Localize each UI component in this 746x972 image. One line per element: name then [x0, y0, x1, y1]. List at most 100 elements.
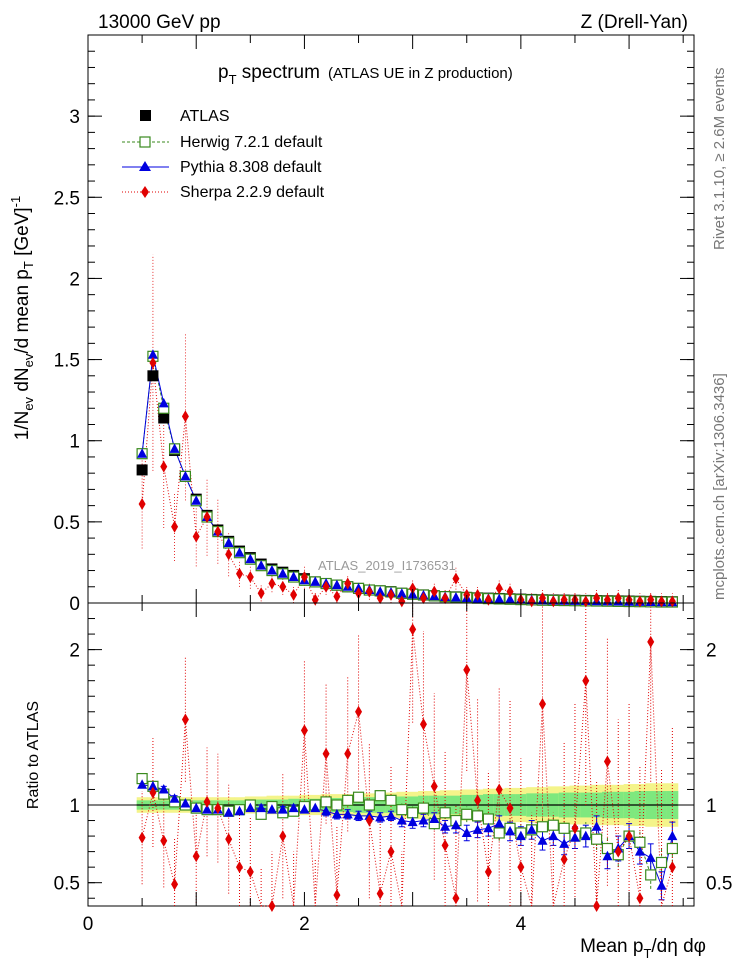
ratio-pythia-marker	[256, 802, 267, 813]
ratio-sherpa-marker	[333, 889, 341, 902]
ratio-plot-series	[136, 603, 678, 912]
sherpa-marker	[495, 582, 503, 595]
legend-marker-herwig	[139, 136, 151, 148]
sherpa-marker	[636, 595, 644, 608]
atlas-marker	[136, 464, 148, 476]
ratio-sherpa-marker	[409, 623, 417, 636]
sherpa-marker	[582, 595, 590, 608]
main-y-tick-label: 2	[69, 269, 80, 290]
ratio-pythia-marker	[191, 802, 202, 813]
ratio-pythia-marker	[375, 811, 386, 822]
sherpa-marker	[668, 595, 676, 608]
ratio-sherpa-marker	[279, 830, 287, 843]
ratio-pythia-marker	[591, 821, 602, 831]
ratio-herwig-marker	[439, 807, 451, 819]
ratio-herwig-marker	[558, 822, 570, 834]
analysis-watermark: ATLAS_2019_I1736531	[318, 558, 456, 573]
pythia-marker	[310, 576, 321, 586]
ratio-pythia-marker	[158, 783, 169, 794]
sherpa-marker	[344, 577, 352, 590]
ratio-sherpa-marker	[236, 861, 243, 874]
ratio-pythia-marker	[147, 780, 158, 791]
ratio-plot-panel: 0.5 0.5 1 1 2 2 0 2 4 Ratio to ATLAS Mean pT/dη…	[25, 35, 732, 961]
legend: ATLAS Herwig 7.2.1 default Pythia 8.308 …	[122, 108, 325, 201]
ratio-sherpa-marker	[300, 724, 308, 737]
ratio-pythia-marker	[580, 830, 591, 841]
ratio-herwig-marker	[407, 807, 419, 819]
sherpa-marker	[236, 567, 243, 580]
pythia-marker	[256, 560, 267, 570]
pythia-marker	[277, 568, 288, 578]
ratio-pythia-marker	[645, 852, 656, 862]
main-plot-y-axis: 0 0.5 1 1.5 2 2.5 3	[54, 50, 694, 615]
ratio-sherpa-marker	[603, 755, 611, 768]
ratio-sherpa-marker	[376, 887, 384, 900]
ratio-pythia-marker	[288, 802, 299, 813]
sherpa-marker	[214, 525, 222, 538]
sherpa-marker	[430, 585, 438, 598]
pythia-marker	[331, 579, 342, 590]
ratio-pythia-marker	[407, 816, 418, 827]
ratio-pythia-marker	[396, 815, 407, 825]
pythia-marker	[191, 495, 202, 505]
ratio-herwig-marker	[634, 836, 646, 848]
ratio-pythia-marker	[505, 825, 516, 836]
pythia-marker	[288, 571, 299, 582]
ratio-sherpa-marker	[484, 865, 492, 878]
plot-title-note: (ATLAS UE in Z production)	[328, 65, 513, 82]
ratio-sherpa-marker	[192, 850, 200, 863]
ratio-y-tick-label-right: 0.5	[706, 874, 732, 895]
main-y-tick-label: 3	[69, 107, 80, 128]
main-y-axis-label: 1/Nev dNev/d mean pT [GeV]-1	[8, 196, 36, 441]
sherpa-marker	[203, 510, 211, 523]
ratio-pythia-marker	[137, 779, 148, 789]
sherpa-marker	[658, 595, 666, 608]
sherpa-marker	[290, 588, 298, 601]
plot-title-rest: spectrum	[237, 62, 320, 83]
sherpa-marker	[279, 580, 287, 593]
side-label-rivet: Rivet 3.1.10, ≥ 2.6M events	[711, 68, 728, 251]
ratio-sherpa-marker	[387, 845, 395, 858]
legend-entry-sherpa: Sherpa 2.2.9 default	[122, 184, 325, 201]
ratio-herwig-marker	[363, 799, 375, 811]
main-y-tick-label: 0.5	[54, 513, 80, 534]
main-plot-panel: 0 0.5 1 1.5 2 2.5 3 pT spectrum (ATLAS UE in Z …	[8, 34, 695, 615]
sherpa-marker	[409, 582, 417, 595]
ratio-y-axis-label: Ratio to ATLAS	[25, 701, 42, 809]
ratio-sherpa-marker	[582, 674, 590, 687]
main-y-tick-label: 2.5	[54, 188, 80, 209]
ratio-pythia-marker	[548, 830, 559, 841]
ratio-herwig-marker	[385, 794, 397, 806]
sherpa-marker	[333, 590, 341, 603]
ratio-herwig-marker	[374, 790, 386, 802]
sherpa-marker	[181, 410, 189, 423]
side-label-mcplots: mcplots.cern.ch [arXiv:1306.3436]	[711, 373, 728, 600]
ratio-sherpa-marker	[344, 747, 352, 760]
ratio-sherpa-marker	[647, 635, 655, 648]
ratio-sherpa-marker	[506, 802, 514, 815]
ratio-herwig-marker	[320, 796, 332, 808]
sherpa-marker	[365, 585, 373, 598]
ratio-y-tick-label: 0.5	[54, 874, 80, 895]
ratio-herwig-marker	[666, 842, 678, 855]
ratio-sherpa-marker	[149, 786, 157, 799]
ratio-sherpa-marker	[625, 830, 633, 843]
ratio-herwig-marker	[342, 794, 354, 806]
ratio-pythia-marker	[634, 846, 645, 856]
legend-marker-pythia	[139, 161, 151, 171]
main-y-tick-label: 1	[69, 432, 80, 453]
ratio-sherpa-marker	[203, 795, 211, 808]
ratio-sherpa-marker	[474, 794, 482, 807]
ratio-sherpa-marker	[636, 892, 644, 905]
sherpa-marker	[539, 592, 546, 605]
ratio-sherpa-marker	[560, 853, 568, 866]
sherpa-marker	[387, 588, 395, 601]
ratio-pythia-marker	[202, 804, 213, 814]
ratio-pythia-marker	[331, 808, 342, 819]
legend-entry-atlas: ATLAS	[140, 108, 230, 125]
pythia-marker	[450, 591, 461, 602]
ratio-pythia-marker	[569, 832, 580, 842]
main-plot-series	[136, 254, 678, 608]
ratio-pythia-marker	[234, 805, 245, 816]
sherpa-marker	[246, 571, 254, 584]
